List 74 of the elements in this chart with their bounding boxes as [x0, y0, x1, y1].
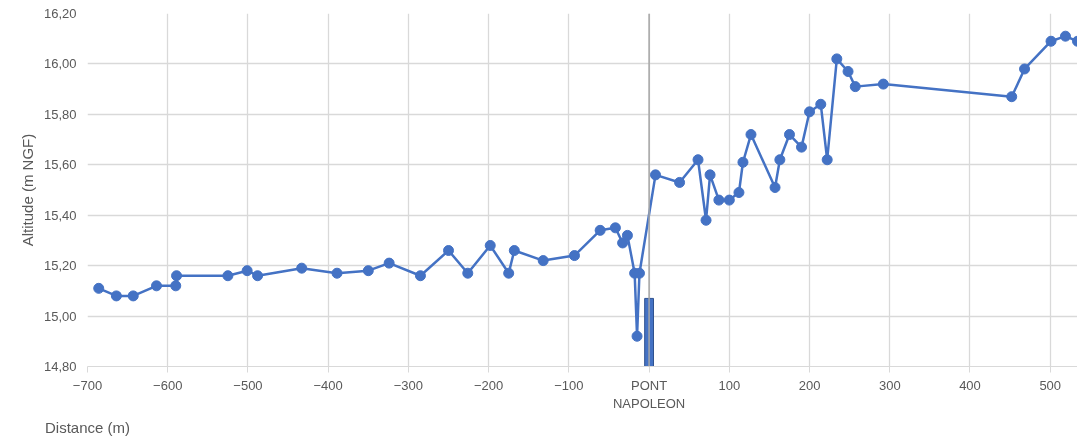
point [414, 270, 426, 282]
point [821, 154, 833, 166]
point [849, 81, 861, 93]
x-tick-label: 200 [798, 377, 821, 393]
point [443, 245, 455, 256]
point [484, 239, 496, 251]
point [171, 270, 183, 282]
point [1006, 91, 1018, 103]
x-tick-label: −200 [473, 377, 504, 393]
point [769, 181, 781, 193]
y-axis-title: Altitude (m NGF) [18, 133, 36, 247]
point [804, 106, 816, 118]
point [723, 194, 735, 206]
y-tick-label: 15,20 [43, 258, 77, 274]
point [568, 250, 580, 262]
point [241, 265, 253, 277]
point [503, 267, 515, 279]
point [252, 270, 264, 282]
x-tick-label: −400 [313, 377, 343, 393]
point [110, 290, 122, 302]
x-tick-label: 500 [1039, 377, 1062, 393]
y-tick-label: 15,60 [43, 157, 77, 173]
point [831, 53, 843, 65]
point [537, 255, 549, 267]
point [650, 169, 662, 181]
point [508, 245, 520, 256]
point [737, 156, 749, 168]
point [815, 98, 827, 110]
point [93, 282, 105, 294]
point [621, 229, 633, 241]
point [151, 280, 162, 292]
y-tick-label: 16,00 [43, 56, 77, 72]
x-tick-label: −500 [233, 377, 263, 393]
x-tick-label: 400 [959, 377, 981, 393]
point [296, 262, 308, 274]
y-tick-label: 16,20 [43, 6, 77, 21]
point [594, 224, 606, 236]
x-axis-title: Distance (m) [44, 418, 131, 436]
x-tick-label: −700 [72, 377, 103, 393]
point [631, 330, 643, 342]
point [774, 154, 786, 166]
point [745, 129, 757, 141]
point [877, 78, 889, 90]
y-tick-label: 15,00 [43, 308, 77, 324]
point [713, 194, 725, 206]
x-tick-label: 300 [878, 377, 901, 393]
point [796, 141, 808, 153]
point [1059, 30, 1071, 42]
point [783, 129, 795, 141]
point [1019, 63, 1031, 75]
point [609, 222, 621, 234]
point [222, 270, 234, 282]
point [700, 214, 712, 226]
point [733, 187, 745, 199]
point [331, 267, 343, 279]
point [674, 176, 686, 188]
point [462, 267, 474, 279]
y-tick-label: 15,80 [43, 106, 77, 122]
point [362, 265, 374, 277]
x-tick-label: −600 [153, 377, 183, 393]
point [842, 66, 854, 77]
point [692, 154, 704, 166]
x-tick-label: −300 [393, 377, 424, 393]
point [127, 290, 139, 302]
point [704, 169, 716, 181]
point [383, 257, 395, 269]
ref-line-label: PONT NAPOLEON [612, 377, 686, 411]
point [1045, 35, 1057, 47]
point [617, 237, 629, 249]
y-tick-label: 15,40 [43, 207, 77, 223]
point [170, 280, 182, 292]
x-tick-label: −100 [554, 377, 584, 393]
x-tick-label: 100 [718, 377, 741, 393]
y-tick-label: 14,80 [43, 359, 77, 374]
